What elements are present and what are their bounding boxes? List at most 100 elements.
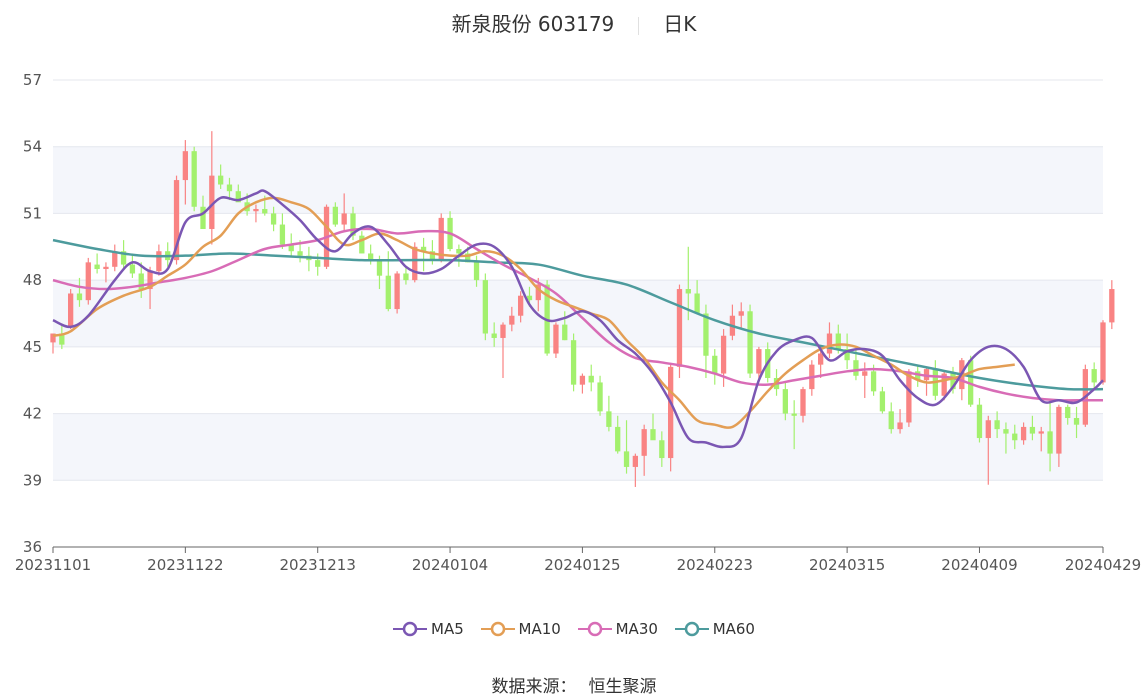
candle-body [279,224,286,245]
legend-label-ma60: MA60 [712,620,755,638]
candle-body [85,262,91,301]
candle-up [518,291,524,323]
data-source: 数据来源： 恒生聚源 [0,672,1148,697]
candle-down [782,382,788,421]
candle-body [518,295,524,316]
candle-up [1100,320,1106,385]
candle-body [288,244,294,252]
legend-item-ma10[interactable]: MA10 [480,620,561,638]
candle-up [676,284,683,378]
candle-body [359,235,365,254]
line-ma30 [52,227,1103,402]
legend-marker-ma5 [393,621,427,637]
candle-body [200,206,206,229]
candle-down [138,262,144,298]
candle-down [491,322,497,347]
candle-down [588,364,594,392]
candle-down [226,177,233,201]
candle-down [191,146,197,212]
candle-body [941,373,947,396]
candle-body [147,271,153,290]
candle-down [447,211,453,252]
candle-body [120,251,127,265]
candle-up [668,364,674,472]
candle-body [844,349,850,361]
candle-body [985,420,991,439]
candle-down [685,246,691,321]
candle-body [253,208,259,212]
candle-up [1020,422,1027,445]
legend-marker-ma60 [674,621,709,637]
candle-body [756,349,762,374]
candle-body [1047,431,1053,454]
candle-up [156,244,162,276]
candle-down [279,213,286,250]
candle-body [129,264,136,274]
candle-up [112,244,118,272]
candle-body [562,324,568,341]
y-tick-label: 36 [23,538,42,556]
candle-up [897,409,903,434]
candle-up [579,373,586,394]
grid-band [53,413,1103,481]
candle-up [800,386,806,423]
title-separator [638,16,640,35]
candle-body [1091,369,1097,383]
source-value: 恒生聚源 [588,677,657,697]
candle-body [623,451,630,467]
legend-label-ma30: MA30 [615,620,658,638]
candle-body [341,213,347,225]
y-tick-label: 51 [23,204,42,222]
candle-up [738,302,744,330]
candle-down [1091,362,1097,390]
candle-down [59,324,65,350]
candle-body [597,382,603,412]
legend-label-ma10: MA10 [518,620,561,638]
line-ma60 [52,238,1104,391]
chart-title: 新泉股份 603179 [451,12,615,36]
candle-down [235,184,241,203]
candle-up [341,193,347,232]
candle-body [800,389,806,416]
candle-body [659,440,665,459]
candle-body [482,280,488,334]
candle-body [68,293,74,327]
candle-down [976,398,983,443]
candle-body [429,251,436,261]
candle-body [915,371,921,381]
candle-down [1047,400,1053,472]
candle-body [968,360,974,405]
candle-body [112,251,118,267]
candle-down [694,280,700,314]
candle-body [1100,322,1106,383]
candle-body [632,455,638,467]
candle-up [906,369,912,427]
candle-down [544,280,550,356]
line-ma5 [52,189,1104,449]
legend-item-ma60[interactable]: MA60 [674,620,755,638]
candle-body [579,375,586,385]
candle-body [712,355,718,374]
candle-up [632,453,638,487]
candle-body [209,175,215,229]
candle-up [756,346,762,383]
legend-item-ma5[interactable]: MA5 [393,620,464,638]
x-tick-label: 20240429 [1065,556,1141,574]
candle-down [915,364,921,387]
candle-body [703,313,709,356]
candle-body [685,289,691,294]
legend-item-ma30[interactable]: MA30 [577,620,658,638]
candle-down [659,431,665,467]
candle-body [191,151,197,207]
candle-down [615,415,621,454]
candle-body [668,366,674,459]
candle-body [826,333,833,354]
candle-body [350,213,356,236]
candle-down [623,420,630,474]
candle-body [385,275,391,310]
candle-down [306,246,312,272]
candle-body [218,175,224,185]
candle-body [1065,406,1071,419]
candle-body [368,253,374,261]
candle-body [526,295,533,301]
